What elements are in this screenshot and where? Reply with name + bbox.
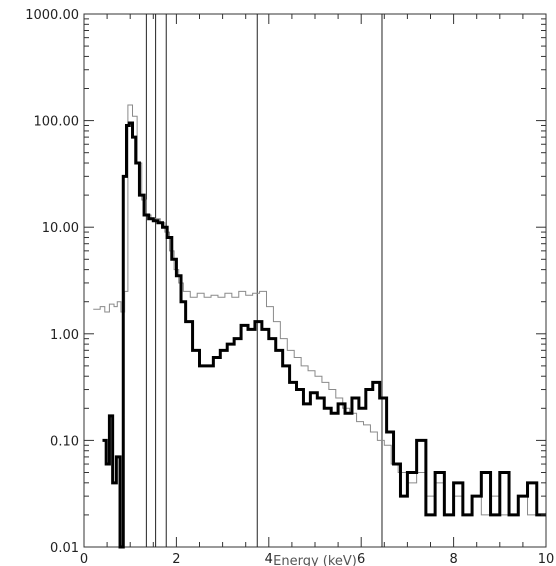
x-tick-label: 0	[80, 552, 88, 566]
y-tick-label: 0.01	[50, 541, 79, 556]
spectrum-series-thin	[93, 104, 546, 516]
plot-frame	[83, 13, 547, 548]
y-tick-label: 1.00	[50, 328, 79, 343]
y-tick-label: 10.00	[42, 221, 79, 236]
y-tick-label: 1000.00	[25, 8, 79, 23]
x-tick-label: 6	[357, 552, 365, 566]
x-tick-label: 4	[265, 552, 273, 566]
x-axis-title: Energy (keV)	[273, 554, 357, 566]
y-tick-label: 0.10	[50, 434, 79, 449]
x-tick-label: 10	[538, 552, 555, 566]
x-tick-label: 8	[449, 552, 457, 566]
spectrum-series-thick	[102, 121, 546, 549]
x-tick-label: 2	[172, 552, 180, 566]
y-tick-label: 100.00	[34, 115, 80, 130]
